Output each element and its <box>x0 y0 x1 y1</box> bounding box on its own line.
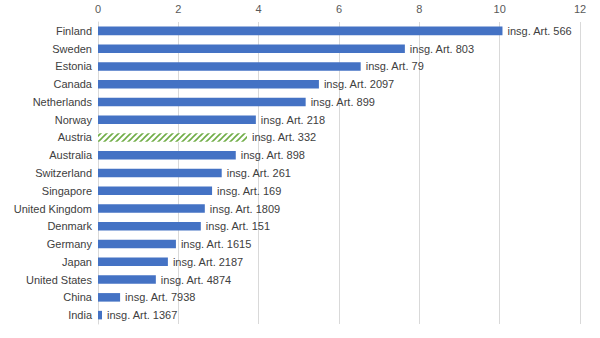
svg-text:insg. Art. 1809: insg. Art. 1809 <box>210 203 280 215</box>
svg-text:insg. Art. 2097: insg. Art. 2097 <box>324 78 394 90</box>
svg-text:Estonia: Estonia <box>55 60 93 72</box>
svg-text:Switzerland: Switzerland <box>35 167 92 179</box>
svg-text:10: 10 <box>494 3 506 15</box>
svg-text:insg. Art. 1367: insg. Art. 1367 <box>107 309 177 321</box>
svg-text:insg. Art. 261: insg. Art. 261 <box>227 167 291 179</box>
svg-text:2: 2 <box>175 3 181 15</box>
svg-text:Netherlands: Netherlands <box>33 96 93 108</box>
svg-text:Denmark: Denmark <box>47 220 92 232</box>
svg-text:insg. Art. 169: insg. Art. 169 <box>217 185 281 197</box>
svg-text:6: 6 <box>336 3 342 15</box>
svg-text:Finland: Finland <box>56 25 92 37</box>
svg-text:12: 12 <box>574 3 586 15</box>
svg-text:insg. Art. 7938: insg. Art. 7938 <box>125 291 195 303</box>
svg-text:insg. Art. 803: insg. Art. 803 <box>410 43 474 55</box>
svg-text:insg. Art. 898: insg. Art. 898 <box>241 149 305 161</box>
svg-text:insg. Art. 899: insg. Art. 899 <box>311 96 375 108</box>
svg-text:India: India <box>68 309 93 321</box>
svg-text:4: 4 <box>256 3 262 15</box>
svg-text:insg. Art. 79: insg. Art. 79 <box>366 60 424 72</box>
svg-text:8: 8 <box>416 3 422 15</box>
svg-text:insg. Art. 1615: insg. Art. 1615 <box>181 238 251 250</box>
svg-text:insg. Art. 2187: insg. Art. 2187 <box>173 256 243 268</box>
svg-text:Singapore: Singapore <box>42 185 92 197</box>
svg-text:United Kingdom: United Kingdom <box>14 203 92 215</box>
svg-text:0: 0 <box>95 3 101 15</box>
svg-text:Canada: Canada <box>53 78 92 90</box>
svg-text:insg. Art. 332: insg. Art. 332 <box>252 131 316 143</box>
svg-text:Sweden: Sweden <box>52 43 92 55</box>
svg-text:United States: United States <box>26 274 93 286</box>
svg-text:Japan: Japan <box>62 256 92 268</box>
svg-text:Australia: Australia <box>49 149 93 161</box>
svg-text:Norway: Norway <box>55 114 93 126</box>
svg-text:insg. Art. 218: insg. Art. 218 <box>261 114 325 126</box>
svg-text:insg. Art. 151: insg. Art. 151 <box>206 220 270 232</box>
svg-text:insg. Art. 4874: insg. Art. 4874 <box>161 274 231 286</box>
svg-text:Austria: Austria <box>58 131 93 143</box>
svg-text:insg. Art. 566: insg. Art. 566 <box>507 25 571 37</box>
svg-text:Germany: Germany <box>47 238 93 250</box>
svg-text:China: China <box>63 291 93 303</box>
